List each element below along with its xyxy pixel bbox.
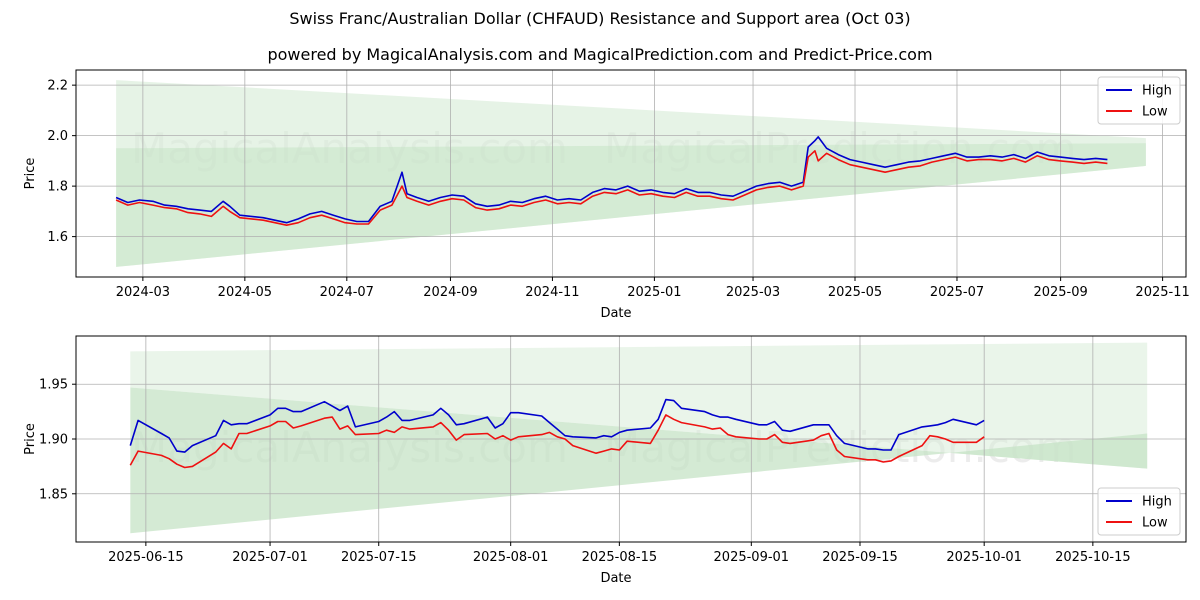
x-tick-label: 2025-10-01 [946,550,1022,565]
band-lower_band [130,387,1148,534]
chart-panel-1: MagicalAnalysis.comMagicalPrediction.com… [23,69,1190,321]
x-tick-label: 2025-06-15 [108,550,184,565]
y-tick-label: 1.90 [39,433,68,448]
x-tick-label: 2025-09 [1033,285,1087,300]
x-tick-label: 2025-11 [1135,285,1189,300]
x-tick-label: 2025-07-01 [232,550,308,565]
series-line-high [129,398,985,453]
legend-label-high: High [1142,84,1172,99]
x-tick-label: 2024-09 [423,285,477,300]
legend-label-high: High [1142,495,1172,510]
x-tick-label: 2025-10-15 [1055,550,1131,565]
chart-subtitle: powered by MagicalAnalysis.com and Magic… [267,45,933,64]
x-tick-label: 2025-01 [627,285,681,300]
y-axis-label: Price [23,423,38,455]
y-tick-label: 1.95 [39,378,68,393]
legend-box [1097,487,1181,536]
y-tick-label: 1.6 [47,230,68,245]
x-tick-label: 2025-09-01 [714,550,790,565]
y-tick-label: 2.2 [47,79,68,94]
x-axis-label: Date [600,306,631,321]
legend-label-low: Low [1142,105,1168,120]
y-tick-label: 1.8 [47,180,68,195]
x-tick-label: 2024-03 [116,285,170,300]
chart-title: Swiss Franc/Australian Dollar (CHFAUD) R… [289,9,911,28]
y-tick-label: 2.0 [47,129,68,144]
band-upper_band [130,342,1148,469]
x-tick-label: 2025-03 [726,285,780,300]
legend-label-low: Low [1142,516,1168,531]
plot-frame [75,69,1187,278]
x-axis-label: Date [600,571,631,586]
legend: High Low [1097,487,1181,536]
legend: High Low [1097,76,1181,125]
legend-box [1097,76,1181,125]
y-axis-label: Price [23,158,38,190]
band-inner [116,143,1146,267]
x-tick-label: 2024-11 [525,285,579,300]
x-tick-label: 2025-07 [930,285,984,300]
x-tick-label: 2025-09-15 [822,550,898,565]
x-tick-label: 2025-08-01 [473,550,549,565]
x-tick-label: 2025-05 [828,285,882,300]
series-line-low [115,150,1108,226]
y-tick-label: 1.85 [39,487,68,502]
chart-panel-2: MagicalAnalysis.comMagicalPrediction.com… [23,335,1187,586]
series-line-low [129,414,985,469]
x-tick-label: 2025-07-15 [341,550,417,565]
x-tick-label: 2024-07 [320,285,374,300]
series-line-high [115,136,1108,224]
x-tick-label: 2024-05 [218,285,272,300]
x-tick-label: 2025-08-15 [582,550,658,565]
